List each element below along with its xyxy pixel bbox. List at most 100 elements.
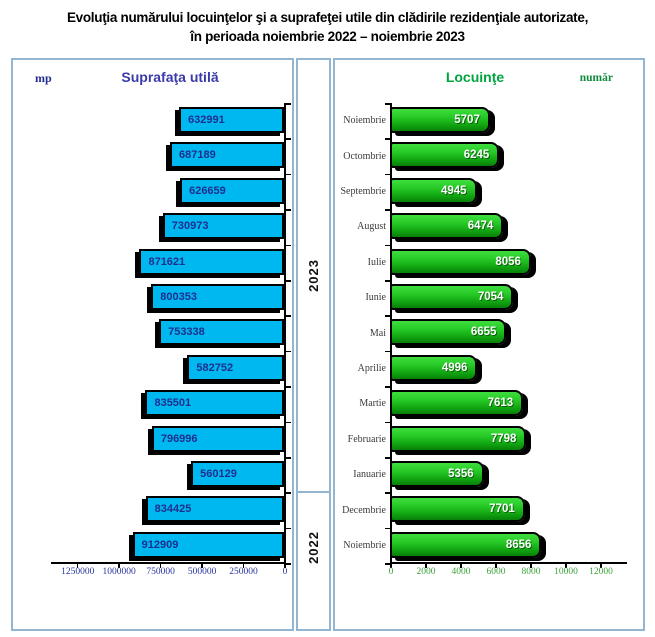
right-chart-row: Aprilie 4996 (335, 351, 643, 386)
bar-suprafata-utila: 632991 (179, 107, 284, 133)
bar-locuinte: 8656 (390, 531, 542, 558)
right-x-tick (390, 562, 392, 568)
right-chart-row: Noiembrie 5707 (335, 103, 643, 138)
bar-value-label: 6655 (470, 326, 497, 339)
bar-value-label: 7054 (477, 291, 504, 303)
month-label: Mai (369, 327, 386, 339)
bar-suprafata-utila: 560129 (191, 461, 284, 487)
bar-value-label: 800353 (160, 291, 197, 303)
month-label: Noiembrie (343, 115, 386, 127)
bar-suprafata-utila: 753338 (159, 319, 284, 346)
left-axis-tick (284, 527, 291, 530)
bar-value-label: 7613 (487, 397, 514, 410)
right-axis-tick (385, 244, 391, 247)
left-value-axis (284, 103, 286, 563)
month-label: Iulie (367, 256, 386, 268)
left-chart-row: 871621 (13, 245, 292, 280)
right-x-axis-label: 8000 (521, 567, 541, 577)
right-chart-row: Februarie 7798 (335, 422, 643, 457)
bar-value-label: 8656 (505, 538, 532, 551)
left-axis-tick (284, 492, 291, 494)
year-label-2023: 2023 (306, 259, 321, 292)
right-chart-row: Noiembrie 8656 (335, 528, 643, 563)
right-axis-tick (385, 173, 391, 176)
right-chart-title: Locuinţe (445, 69, 505, 85)
left-chart-row: 835501 (13, 386, 292, 421)
right-axis-tick (385, 280, 391, 282)
bar-locuinte: 6474 (390, 213, 504, 240)
year-cell-2022: 2022 (296, 491, 331, 631)
bar-value-label: 4945 (440, 184, 467, 197)
bar-suprafata-utila: 626659 (180, 177, 284, 204)
right-axis-tick (385, 315, 391, 317)
bar-suprafata-utila: 800353 (151, 284, 284, 310)
left-x-axis-label: 1000000 (102, 567, 136, 577)
bar-locuinte: 7798 (390, 425, 527, 452)
left-x-axis-label: 250000 (229, 567, 258, 577)
left-axis-tick (284, 563, 291, 565)
bar-suprafata-utila: 912909 (132, 531, 284, 558)
bar-value-label: 6474 (467, 220, 494, 233)
right-chart-row: Decembrie 7701 (335, 492, 643, 527)
right-x-tick (600, 562, 602, 568)
right-x-axis-label: 0 (388, 567, 394, 577)
left-axis-tick (284, 421, 291, 424)
left-x-tick (118, 562, 120, 568)
bar-value-label: 5356 (448, 468, 474, 480)
left-x-axis-label: 500000 (187, 567, 217, 577)
left-chart-row: 834425 (13, 492, 292, 527)
chart-title-line2: în perioada noiembrie 2022 – noiembrie 2… (190, 28, 465, 44)
bar-value-label: 5707 (454, 114, 480, 126)
month-label: Septembrie (340, 185, 386, 197)
bar-value-label: 753338 (168, 326, 205, 339)
left-x-tick (284, 562, 286, 568)
left-axis-tick (284, 209, 291, 211)
right-x-axis (390, 562, 627, 564)
bar-suprafata-utila: 730973 (162, 213, 284, 240)
bar-value-label: 871621 (148, 255, 186, 268)
left-chart-row: 796996 (13, 422, 292, 457)
right-x-axis-label: 2000 (416, 567, 436, 577)
right-axis-tick (385, 563, 391, 565)
right-chart-row: Iunie 7054 (335, 280, 643, 315)
year-cell-2023: 2023 (296, 58, 331, 493)
left-x-axis-label: 1250000 (61, 567, 95, 577)
right-axis-tick (385, 527, 391, 530)
bar-suprafata-utila: 871621 (139, 248, 284, 275)
left-chart-row: 687189 (13, 138, 292, 173)
month-label: Iunie (365, 292, 386, 304)
bar-value-label: 687189 (179, 149, 216, 162)
left-chart-row: 730973 (13, 209, 292, 244)
bar-value-label: 730973 (171, 220, 209, 233)
right-chart-row: Octombrie 6245 (335, 138, 643, 173)
bar-value-label: 632991 (188, 114, 225, 126)
bar-value-label: 8056 (495, 255, 521, 268)
left-x-tick (242, 562, 245, 568)
left-axis-tick (284, 103, 291, 105)
right-chart-panel: Locuinţe număr Noiembrie 5707 Octombrie 624… (333, 58, 645, 631)
bar-locuinte: 6245 (390, 142, 500, 169)
month-label: Ianuarie (353, 469, 386, 481)
bar-locuinte: 6655 (390, 319, 507, 346)
year-label-2022: 2022 (306, 530, 321, 564)
right-x-axis-label: 6000 (486, 567, 506, 577)
month-label: Noiembrie (343, 539, 386, 551)
bar-value-label: 4996 (441, 361, 468, 374)
left-x-tick (201, 562, 203, 568)
bar-locuinte: 8056 (390, 248, 531, 275)
bar-value-label: 7701 (489, 503, 515, 516)
left-unit-label: mp (35, 71, 52, 85)
bar-suprafata-utila: 582752 (187, 354, 284, 381)
bar-suprafata-utila: 687189 (170, 142, 284, 169)
right-chart-row: Ianuarie 5356 (335, 457, 643, 492)
left-x-axis-label: 750000 (146, 567, 175, 577)
right-axis-tick (385, 138, 391, 140)
bar-value-label: 834425 (154, 503, 192, 516)
right-axis-tick (385, 457, 391, 459)
left-axis-tick (284, 457, 291, 459)
right-plot-area: Noiembrie 5707 Octombrie 6245 Septembrie 4945… (335, 103, 643, 568)
right-chart-row: August 6474 (335, 209, 643, 244)
bar-suprafata-utila: 835501 (145, 390, 284, 417)
year-axis-column: 2023 2022 (296, 58, 331, 631)
